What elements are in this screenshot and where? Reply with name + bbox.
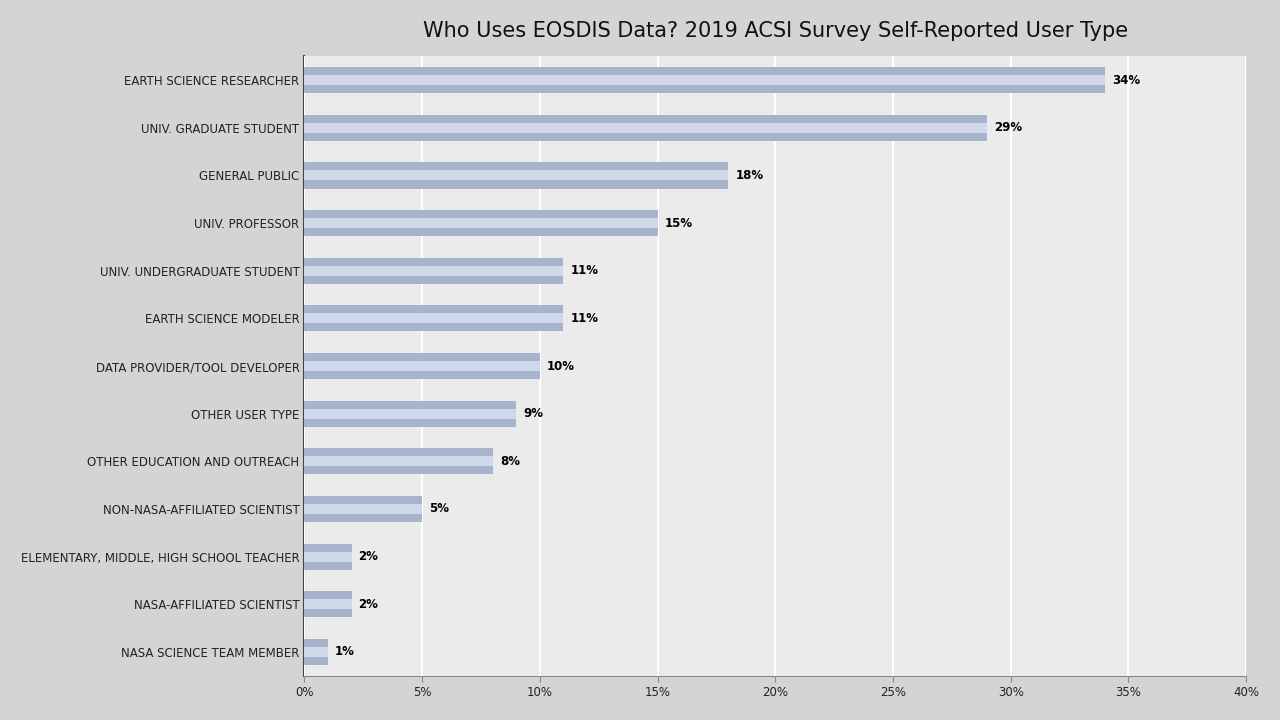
Bar xyxy=(305,552,352,562)
Text: 29%: 29% xyxy=(995,121,1023,134)
Bar xyxy=(305,599,352,609)
Bar xyxy=(305,639,328,665)
Title: Who Uses EOSDIS Data? 2019 ACSI Survey Self-Reported User Type: Who Uses EOSDIS Data? 2019 ACSI Survey S… xyxy=(422,21,1128,41)
Text: 11%: 11% xyxy=(571,312,599,325)
Bar xyxy=(305,218,658,228)
Bar xyxy=(305,353,540,379)
Bar xyxy=(305,647,328,657)
Text: 1%: 1% xyxy=(335,645,355,658)
Bar xyxy=(305,400,516,427)
Text: 18%: 18% xyxy=(735,169,763,182)
Bar xyxy=(305,361,540,371)
Bar xyxy=(305,409,516,418)
Bar xyxy=(305,210,658,236)
Bar xyxy=(305,591,352,617)
Text: 10%: 10% xyxy=(547,359,575,372)
Text: 2%: 2% xyxy=(358,598,379,611)
Bar xyxy=(305,123,987,132)
Bar xyxy=(305,171,728,181)
Text: 2%: 2% xyxy=(358,550,379,563)
Text: 5%: 5% xyxy=(429,503,449,516)
Text: 9%: 9% xyxy=(524,408,544,420)
Text: 15%: 15% xyxy=(664,217,692,230)
Bar xyxy=(305,258,563,284)
Bar xyxy=(305,75,1105,85)
Bar xyxy=(305,266,563,276)
Bar xyxy=(305,504,422,514)
Text: 11%: 11% xyxy=(571,264,599,277)
Bar xyxy=(305,544,352,570)
Text: 34%: 34% xyxy=(1112,73,1140,86)
Bar xyxy=(305,313,563,323)
Bar xyxy=(305,449,493,474)
Bar xyxy=(305,456,493,467)
Bar xyxy=(305,67,1105,93)
Bar xyxy=(305,305,563,331)
Bar xyxy=(305,114,987,141)
Text: 8%: 8% xyxy=(500,455,520,468)
Bar xyxy=(305,496,422,522)
Bar xyxy=(305,162,728,189)
